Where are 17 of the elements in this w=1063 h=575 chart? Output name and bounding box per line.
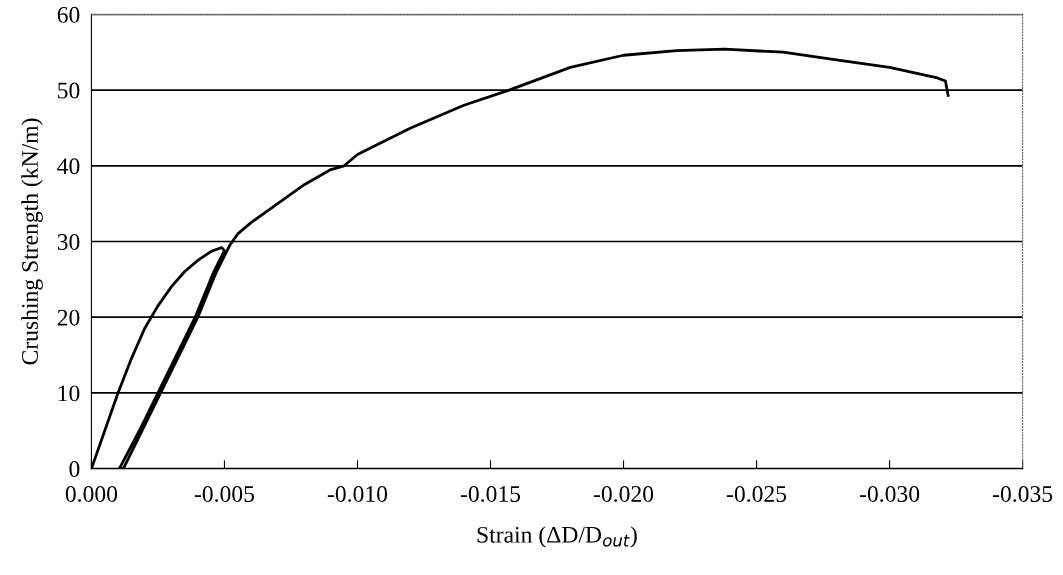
y-tick-label: 20	[57, 309, 80, 326]
x-tick-label: 0.000	[65, 485, 118, 503]
y-tick-label: 60	[57, 6, 80, 23]
x-tick-label: -0.010	[327, 485, 388, 503]
x-tick-label: -0.025	[726, 485, 787, 503]
y-tick-label: 50	[58, 82, 80, 99]
x-tick-label: -0.005	[194, 485, 255, 503]
y-tick-label: 10	[58, 385, 80, 402]
x-axis-title: Strain (ΔD/D$_{out}$)	[477, 526, 637, 548]
x-tick-label: -0.030	[859, 485, 920, 503]
x-tick-label: -0.035	[992, 485, 1053, 503]
x-tick-label: -0.020	[593, 485, 654, 503]
y-axis-title: Crushing Strength (kN/m)	[21, 118, 43, 365]
y-tick-label: 40	[57, 158, 80, 175]
x-tick-label: -0.015	[460, 485, 521, 503]
y-tick-label: 30	[57, 233, 80, 250]
y-tick-label: 0	[69, 461, 80, 478]
